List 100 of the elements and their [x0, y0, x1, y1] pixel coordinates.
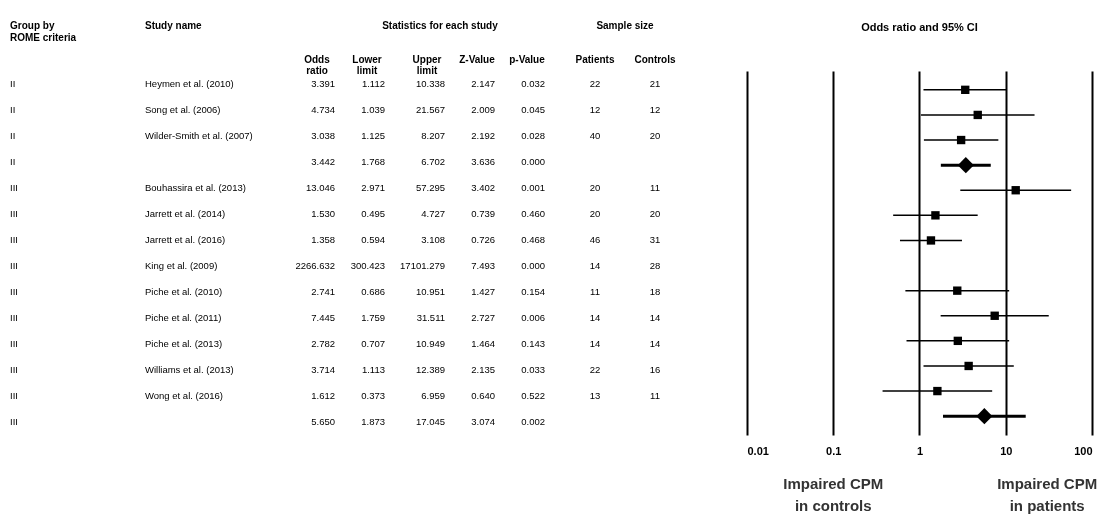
text: 40 [589, 130, 601, 141]
text: 14 [589, 260, 601, 271]
text: 5.650 [311, 416, 335, 427]
text: Williams et al. (2013) [145, 364, 234, 375]
text: 2.971 [361, 182, 385, 193]
text: 1.612 [311, 390, 335, 401]
text: 46 [589, 234, 601, 245]
text: Study name [145, 20, 203, 31]
text: Group by [10, 20, 55, 31]
text: 10.338 [415, 78, 445, 89]
text: 0.686 [361, 286, 385, 297]
text: III [10, 364, 18, 375]
text: 1.873 [361, 416, 385, 427]
text: Bouhassira et al. (2013) [145, 182, 246, 193]
text: 3.636 [471, 156, 495, 167]
text: 3.402 [471, 182, 495, 193]
text: 300.423 [350, 260, 385, 271]
text: 0.373 [361, 390, 385, 401]
x-tick-label: 10 [1000, 444, 1013, 457]
x-tick-label: 0.1 [826, 444, 842, 457]
text: Statistics for each study [382, 20, 499, 31]
text: III [10, 182, 18, 193]
text: 8.207 [421, 130, 445, 141]
text: Jarrett et al. (2016) [145, 234, 226, 245]
text: 14 [589, 312, 601, 323]
text: Heymen et al. (2010) [145, 78, 234, 89]
text: 16 [649, 364, 661, 375]
text: 1.112 [361, 78, 385, 89]
text: 0.033 [521, 364, 545, 375]
text: 13 [589, 390, 601, 401]
text: 3.038 [311, 130, 335, 141]
text: 0.154 [521, 286, 545, 297]
text: 0.000 [521, 260, 545, 271]
text: Odds ratio [304, 54, 331, 76]
text: 1.530 [311, 208, 335, 219]
text: 13.046 [305, 182, 335, 193]
text: 12 [589, 104, 601, 115]
text: 1.759 [361, 312, 385, 323]
text: Impaired CPM in controls [783, 475, 884, 514]
text: 20 [589, 182, 601, 193]
text: Piche et al. (2013) [145, 338, 223, 349]
text: 11 [650, 390, 660, 401]
text: 22 [589, 364, 601, 375]
text: Piche et al. (2010) [145, 286, 223, 297]
text: 0.707 [361, 338, 385, 349]
text: 10.951 [415, 286, 445, 297]
text: III [10, 312, 18, 323]
text: Controls [634, 54, 676, 65]
text: 7.445 [311, 312, 335, 323]
text: 14 [589, 338, 601, 349]
text: 0.739 [471, 208, 495, 219]
text: 20 [649, 208, 661, 219]
text: 3.108 [421, 234, 445, 245]
text: 4.734 [311, 104, 335, 115]
text: 0.000 [521, 156, 545, 167]
text: 1.113 [361, 364, 385, 375]
text: II [10, 104, 16, 115]
text: 28 [649, 260, 661, 271]
text: 0.001 [521, 182, 545, 193]
text: III [10, 234, 18, 245]
text: 12 [649, 104, 661, 115]
text: 20 [589, 208, 601, 219]
text: 6.702 [421, 156, 445, 167]
x-tick-label: 100 [1074, 444, 1093, 457]
text: 3.391 [311, 78, 335, 89]
text: 1.358 [311, 234, 335, 245]
text: 2.147 [471, 78, 495, 89]
text: 1.427 [471, 286, 495, 297]
text: 0.002 [521, 416, 545, 427]
text: III [10, 390, 18, 401]
text: 31 [649, 234, 661, 245]
text: 14 [649, 312, 661, 323]
text: 4.727 [421, 208, 445, 219]
text: 2.009 [471, 104, 495, 115]
text: 2.741 [311, 286, 335, 297]
text: Sample size [596, 20, 655, 31]
text: p-Value [509, 54, 546, 65]
text: 0.045 [521, 104, 545, 115]
text: 7.493 [471, 260, 495, 271]
text: Patients [575, 54, 615, 65]
text: 0.143 [521, 338, 545, 349]
text: 0.032 [521, 78, 545, 89]
text: 2.192 [471, 130, 495, 141]
text: 22 [589, 78, 601, 89]
text: 1.464 [471, 338, 495, 349]
text: 3.074 [471, 416, 495, 427]
text: 6.959 [421, 390, 445, 401]
text: 1.039 [361, 104, 385, 115]
text: 0.726 [471, 234, 495, 245]
text: 0.522 [521, 390, 545, 401]
text: Jarrett et al. (2014) [145, 208, 226, 219]
text: 17.045 [415, 416, 445, 427]
text: Wong et al. (2016) [145, 390, 223, 401]
text: 12.389 [415, 364, 445, 375]
text: II [10, 156, 16, 167]
text: 14 [649, 338, 661, 349]
text: 57.295 [415, 182, 445, 193]
text: Wilder-Smith et al. (2007) [145, 130, 253, 141]
text: 2.782 [311, 338, 335, 349]
text: III [10, 208, 18, 219]
